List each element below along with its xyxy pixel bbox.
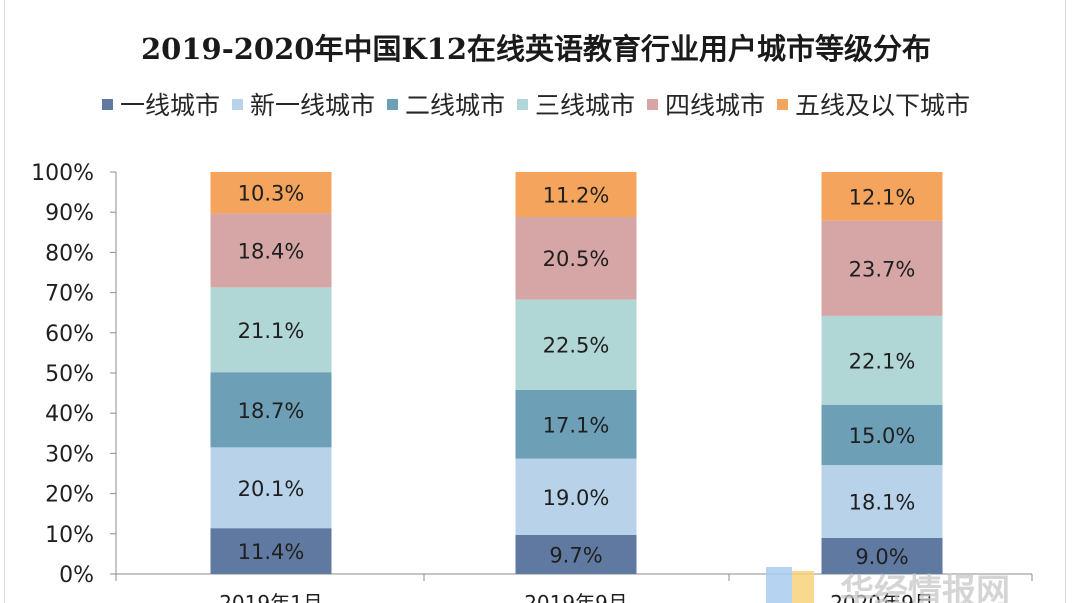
y-tick-label: 50% <box>45 362 94 387</box>
legend-label: 三线城市 <box>535 91 636 120</box>
legend-swatch <box>231 98 243 110</box>
legend-label: 五线及以下城市 <box>795 91 971 120</box>
data-label: 20.5% <box>543 247 610 271</box>
legend-swatch <box>517 98 528 110</box>
bar-segment <box>515 217 637 300</box>
y-tick-label: 80% <box>45 241 94 266</box>
legend-item: 五线及以下城市 <box>777 86 970 122</box>
bar-segment <box>515 458 637 536</box>
data-label: 18.1% <box>849 490 916 514</box>
legend-item: 三线城市 <box>517 86 635 122</box>
data-label: 21.1% <box>238 319 305 343</box>
y-tick-label: 0% <box>59 563 94 588</box>
legend-swatch <box>101 98 113 110</box>
bar-segment <box>210 528 332 574</box>
bar-segment <box>515 299 637 390</box>
bar-segment <box>821 537 943 574</box>
data-label: 18.7% <box>238 399 305 423</box>
y-tick-label: 20% <box>45 483 94 508</box>
bar-segment <box>515 172 637 218</box>
data-label: 11.4% <box>238 540 305 564</box>
data-label: 9.7% <box>549 544 602 568</box>
bar-segment <box>210 372 332 448</box>
bar-segment <box>821 172 943 221</box>
data-label: 15.0% <box>849 424 916 448</box>
bar-segment <box>210 213 332 288</box>
data-label: 18.4% <box>238 239 305 263</box>
bar-segment <box>210 447 332 529</box>
bar-segment <box>515 389 637 459</box>
bar-segment <box>210 172 332 214</box>
chart-legend: 一线城市 新一线城市 二线城市 三线城市 四线城市 五线及以下城市 <box>0 86 1072 122</box>
data-label: 23.7% <box>849 257 916 281</box>
watermark-text: 华经情报网 <box>840 572 1010 603</box>
data-label: 17.1% <box>543 413 610 437</box>
legend-swatch <box>386 98 398 110</box>
legend-swatch <box>777 98 789 110</box>
data-label: 22.1% <box>849 349 916 373</box>
chart-title: 2019-2020年中国K12在线英语教育行业用户城市等级分布 <box>140 32 932 66</box>
data-label: 20.1% <box>238 477 305 501</box>
y-tick-label: 90% <box>45 201 94 226</box>
y-tick-label: 60% <box>45 322 94 347</box>
legend-item: 新一线城市 <box>231 86 375 122</box>
legend-label: 新一线城市 <box>249 91 375 120</box>
bar-segment <box>821 220 943 316</box>
chart-frame <box>4 0 1066 603</box>
data-label: 19.0% <box>543 486 610 510</box>
legend-label: 一线城市 <box>119 91 220 120</box>
data-label: 22.5% <box>543 334 610 358</box>
bar-segment <box>821 315 943 405</box>
data-label: 10.3% <box>238 182 305 206</box>
data-label: 12.1% <box>849 185 916 209</box>
data-label: 11.2% <box>543 184 610 208</box>
y-tick-label: 40% <box>45 402 94 427</box>
bar-segment <box>821 404 943 466</box>
legend-label: 四线城市 <box>665 91 766 120</box>
watermark-logo-accent <box>792 571 814 603</box>
bar-segment <box>210 287 332 373</box>
x-category-label: 2020年9月 <box>830 591 934 603</box>
legend-item: 一线城市 <box>101 86 220 122</box>
y-tick-label: 30% <box>45 442 94 467</box>
x-category-label: 2019年1月 <box>219 591 323 603</box>
legend-swatch <box>647 98 659 110</box>
y-tick-label: 70% <box>45 282 94 307</box>
bar-segment <box>821 465 943 538</box>
legend-label: 二线城市 <box>404 91 505 120</box>
legend-item: 四线城市 <box>647 86 765 122</box>
legend-item: 二线城市 <box>386 86 505 122</box>
data-label: 9.0% <box>855 545 908 569</box>
bar-segment <box>515 535 637 574</box>
x-category-label: 2019年9月 <box>524 591 628 603</box>
y-tick-label: 10% <box>45 523 94 548</box>
y-tick-label: 100% <box>31 161 94 186</box>
watermark-logo <box>766 567 792 603</box>
